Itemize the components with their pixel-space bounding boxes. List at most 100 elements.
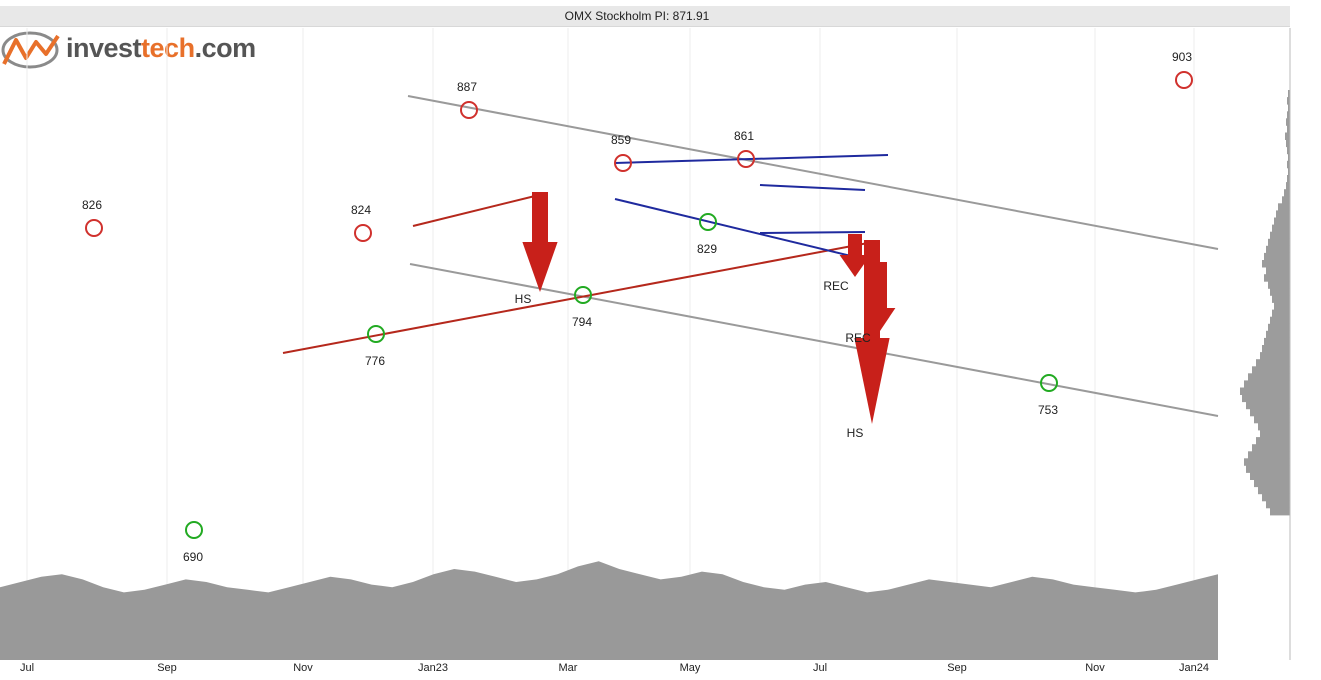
volume-profile-bar [1252,366,1290,374]
logo-mark-icon [1,31,60,69]
volume-profile-bar [1268,323,1290,332]
trend-line [759,231,866,234]
volume-profile-bar [1270,231,1290,240]
volume-profile-bar [1258,486,1290,495]
peak-marker [614,154,632,172]
volume-profile-bar [1244,458,1290,466]
volume-profile-bar [1246,401,1290,410]
peak-label: 826 [82,198,102,212]
volume-profile-bar [1288,153,1290,162]
volume-area-shape [0,561,1218,660]
volume-profile-bar [1287,125,1290,133]
trend-line [412,195,536,227]
volume-profile-bar [1287,160,1290,169]
volume-profile-bar [1248,451,1290,459]
volume-profile-bar [1288,167,1290,176]
volume-profile-bar [1285,132,1290,140]
volume-profile-bar [1286,139,1290,148]
peak-label: 887 [457,80,477,94]
volume-profile-bar [1272,295,1290,303]
x-tick-label: Sep [947,662,967,674]
peak-label: 861 [734,129,754,143]
volume-profile-bar [1242,394,1290,403]
trough-label: 753 [1038,403,1058,417]
x-tick-label: Jul [813,662,827,674]
pattern-label: REC [845,331,871,345]
peak-label: 903 [1172,50,1192,64]
volume-profile-bar [1240,387,1290,395]
volume-profile-bar [1264,274,1290,282]
peak-marker [460,101,478,119]
extremum-markers: 826 824 887 859 861 903 690 776 794 829 753 HS REC RE… [82,50,1193,564]
volume-profile-bar [1268,238,1290,247]
trend-lines [282,95,1219,417]
volume-profile-bar [1268,281,1290,289]
volume-profile-bar [1276,210,1290,218]
trough-label: 776 [365,354,385,368]
pattern-label: HS [847,426,864,440]
trough-marker [699,213,717,231]
logo-wordmark: investtech.com [66,33,256,63]
volume-profile-bar [1287,146,1290,155]
volume-profile-bar [1266,245,1290,254]
hs-target-arrow [522,192,558,292]
volume-profile-bar [1286,182,1290,190]
volume-profile-bar [1274,217,1290,225]
pattern-label: REC [823,279,849,293]
volume-profile-bar [1260,430,1290,438]
volume-profile-bar [1287,97,1290,105]
volume-profile-bar [1254,415,1290,424]
x-tick-label: Jul [20,662,34,674]
chart-title-bar: OMX Stockholm PI: 871.91 [0,6,1290,27]
x-tick-label: Mar [559,662,578,674]
pattern-label: HS [515,292,532,306]
volume-profile-bar [1270,316,1290,325]
peak-label: 859 [611,133,631,147]
trough-marker [1040,374,1058,392]
trough-label: 690 [183,550,203,564]
investtech-logo: investtech.com [0,28,270,72]
volume-profile-bar [1287,111,1290,119]
volume-profile-bar [1270,288,1290,296]
trough-label: 829 [697,242,717,256]
trough-label: 794 [572,315,592,329]
volume-profile-bar [1286,118,1290,126]
trend-line [614,154,889,164]
volume-profile-bar [1262,345,1290,353]
volume-profile-bar [1288,104,1290,112]
volume-profile-bar [1264,337,1290,346]
volume-profile-bar [1278,203,1290,211]
grid [26,28,1195,658]
rec-target-arrow [839,234,871,277]
volume-profile-bar [1254,479,1290,488]
volume-profile-bar [1252,444,1290,452]
volume-profile-bar [1260,352,1290,360]
volume-profile [1240,90,1290,516]
x-tick-label: Jan24 [1179,662,1209,674]
volume-profile-bar [1262,493,1290,502]
volume-profile-bar [1274,302,1290,310]
volume-profile-bar [1288,90,1290,98]
x-tick-label: Sep [157,662,177,674]
volume-profile-bar [1266,267,1290,275]
trend-line [407,95,1219,250]
peak-marker [85,219,103,237]
hs-target-arrow [854,240,890,424]
volume-profile-bar [1270,507,1290,516]
volume-profile-bar [1282,196,1290,204]
volume-profile-bar [1250,408,1290,417]
pattern-arrows [522,192,896,424]
x-tick-label: Nov [1085,662,1105,674]
trough-marker [185,521,203,539]
peak-marker [737,150,755,168]
x-tick-label: Jan23 [418,662,448,674]
peak-marker [354,224,372,242]
trough-marker [574,286,592,304]
x-tick-label: Nov [293,662,313,674]
volume-profile-bar [1244,380,1290,388]
volume-profile-bar [1284,189,1290,197]
volume-profile-bar [1248,373,1290,381]
volume-profile-bar [1287,175,1290,183]
volume-profile-bar [1272,224,1290,233]
